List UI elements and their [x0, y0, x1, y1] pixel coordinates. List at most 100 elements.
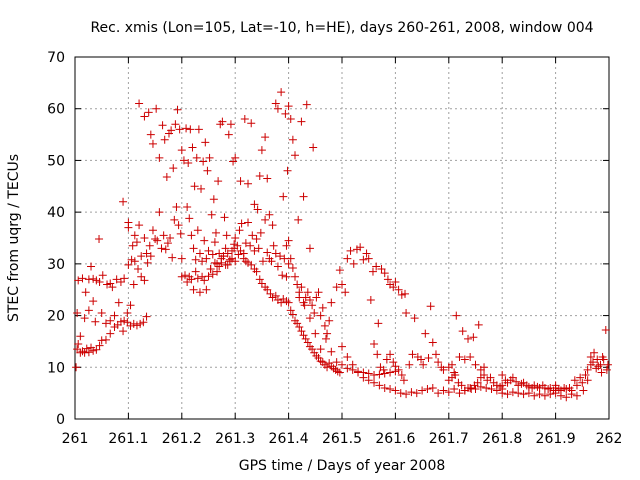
data-point: [335, 368, 344, 377]
data-point: [308, 301, 317, 310]
data-point: [148, 226, 157, 235]
data-point: [460, 355, 469, 364]
data-point: [327, 362, 336, 371]
data-point: [193, 226, 202, 235]
data-point: [354, 368, 363, 377]
data-point: [352, 245, 361, 254]
x-tick-labels: 261 261.1 261.2 261.3 261.4 261.5 261.6 261.7 26…: [62, 431, 623, 447]
data-point: [137, 252, 146, 261]
x-tick-label: 261.9: [536, 431, 576, 447]
data-point: [283, 166, 292, 175]
data-point: [471, 360, 480, 369]
data-point: [267, 257, 276, 266]
data-point: [293, 280, 302, 289]
data-point: [281, 109, 290, 118]
data-point: [309, 143, 318, 152]
data-point: [182, 124, 191, 133]
data-point: [402, 390, 411, 399]
data-point: [186, 125, 195, 134]
data-point: [116, 317, 125, 326]
data-point: [181, 271, 190, 280]
data-point: [602, 365, 611, 374]
data-point: [295, 293, 304, 302]
data-point: [195, 249, 204, 258]
data-point: [211, 228, 220, 237]
data-point: [98, 271, 107, 280]
data-point: [533, 382, 542, 391]
data-point: [570, 376, 579, 385]
data-point: [370, 340, 379, 349]
data-point: [277, 88, 286, 97]
data-point: [82, 344, 91, 353]
data-point: [452, 311, 461, 320]
data-point: [397, 290, 406, 299]
x-tick-label: 261.6: [375, 431, 415, 447]
data-point: [268, 293, 277, 302]
y-tick-label: 60: [47, 102, 65, 118]
data-point: [444, 388, 453, 397]
data-point: [191, 267, 200, 276]
data-point: [231, 153, 240, 162]
data-point: [157, 244, 166, 253]
data-point: [299, 331, 308, 340]
data-point: [578, 378, 587, 387]
data-point: [458, 327, 467, 336]
data-point: [316, 311, 325, 320]
data-point: [132, 321, 141, 330]
data-point: [524, 389, 533, 398]
data-point: [439, 365, 448, 374]
data-point: [364, 254, 373, 263]
data-point: [120, 274, 129, 283]
data-point: [190, 182, 199, 191]
data-point: [284, 259, 293, 268]
data-point: [434, 389, 443, 398]
data-point: [255, 275, 264, 284]
data-point: [588, 358, 597, 367]
data-point: [223, 249, 232, 258]
data-point: [408, 350, 417, 359]
data-point: [291, 151, 300, 160]
data-point: [370, 371, 379, 380]
data-point: [244, 218, 253, 227]
data-point: [496, 382, 505, 391]
data-point: [448, 360, 457, 369]
data-point: [215, 262, 224, 271]
data-point: [567, 386, 576, 395]
data-point: [130, 257, 139, 266]
data-point: [140, 112, 149, 121]
x-tick-label: 261.7: [429, 431, 469, 447]
data-point: [451, 371, 460, 380]
data-point: [288, 263, 297, 272]
data-point: [291, 272, 300, 281]
data-point: [286, 306, 295, 315]
data-point: [562, 393, 571, 402]
data-point: [134, 265, 143, 274]
data-point: [277, 298, 286, 307]
data-point: [333, 367, 342, 376]
data-point: [261, 215, 270, 224]
data-point: [379, 365, 388, 374]
y-tick-label: 20: [47, 309, 65, 325]
data-point: [394, 285, 403, 294]
data-point: [482, 383, 491, 392]
data-point: [143, 258, 152, 267]
data-point: [148, 139, 157, 148]
data-point: [297, 327, 306, 336]
data-point: [562, 385, 571, 394]
data-point: [362, 249, 371, 258]
data-point: [380, 383, 389, 392]
data-point: [323, 363, 332, 372]
data-point: [335, 266, 344, 275]
data-point: [188, 143, 197, 152]
data-point: [265, 210, 274, 219]
data-point: [382, 355, 391, 364]
data-point: [204, 246, 213, 255]
data-point: [169, 164, 178, 173]
data-point: [108, 283, 117, 292]
data-point: [263, 248, 272, 257]
data-point: [89, 297, 98, 306]
data-point: [205, 153, 214, 162]
data-point: [244, 258, 253, 267]
data-point: [84, 348, 93, 357]
data-point: [209, 195, 218, 204]
